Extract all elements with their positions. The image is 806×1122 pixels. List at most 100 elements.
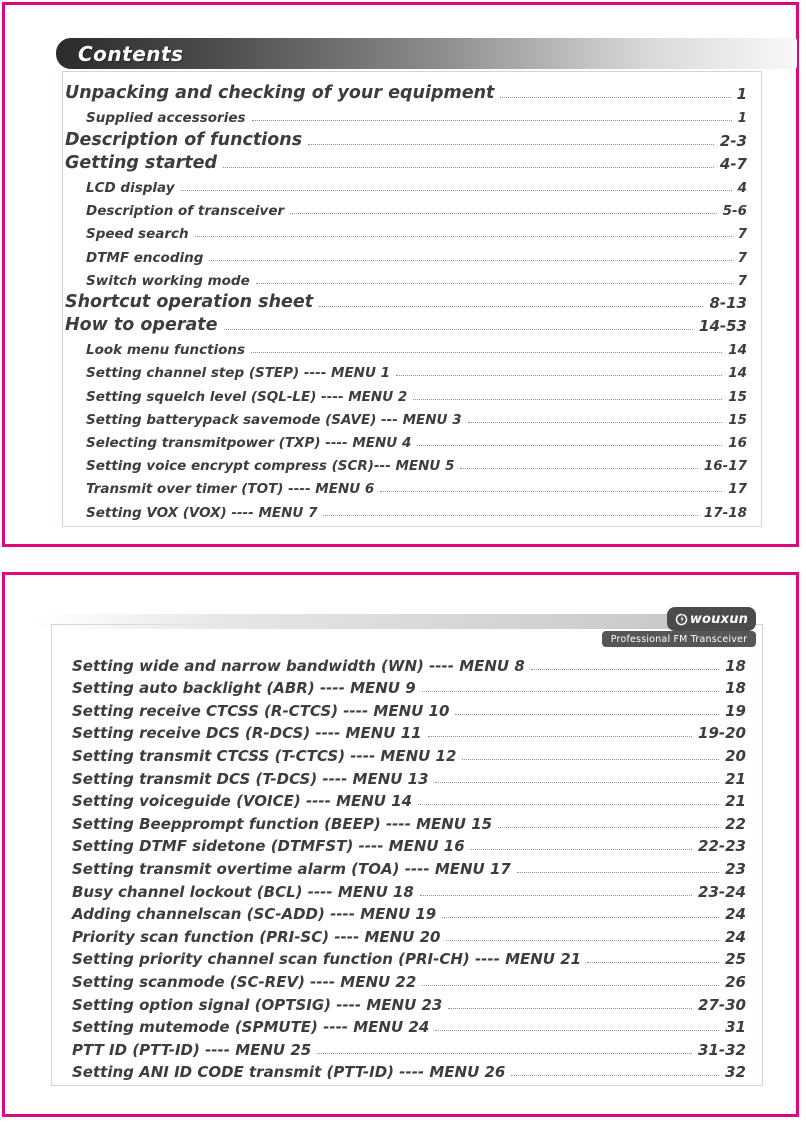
toc-entry-label: Getting started [65, 152, 218, 173]
toc-entry-page: 7 [737, 272, 747, 289]
toc-entry-label: Look menu functions [86, 342, 246, 359]
dotted-leader [180, 189, 732, 191]
toc-entry-page: 4 [737, 179, 747, 196]
toc-entry: Setting voiceguide (VOICE) ---- MENU 14 2… [72, 788, 746, 811]
dotted-leader [251, 352, 723, 354]
toc-entry: Setting wide and narrow bandwidth (WN) -… [72, 652, 746, 675]
toc-entry-label: Setting transmit DCS (T-DCS) ---- MENU 1… [72, 769, 429, 788]
toc-entry-page: 27-30 [698, 995, 746, 1014]
dotted-leader [417, 445, 723, 446]
toc-entry-label: Setting ANI ID CODE transmit (PTT-ID) --… [72, 1063, 506, 1082]
dotted-leader [467, 421, 723, 423]
toc-entry-page: 22-23 [698, 837, 746, 856]
toc-entry: Shortcut operation sheet 8-13 [65, 289, 747, 312]
toc-entry: Adding channelscan (SC-ADD) ---- MENU 19… [72, 901, 746, 924]
toc-entry-label: Setting channel step (STEP) ---- MENU 1 [86, 365, 391, 382]
dotted-leader [500, 97, 731, 99]
toc-entry-page: 23 [725, 859, 746, 878]
toc-entry-page: 5-6 [722, 203, 747, 220]
dotted-leader [419, 894, 693, 896]
toc-entry-page: 17-18 [703, 504, 747, 521]
toc-entry-label: Setting option signal (OPTSIG) ---- MENU… [72, 995, 443, 1014]
toc-entry-page: 14 [728, 365, 747, 382]
dotted-leader [516, 871, 720, 873]
toc-entry: Setting auto backlight (ABR) ---- MENU 9… [72, 675, 746, 698]
toc-entry-label: Setting voiceguide (VOICE) ---- MENU 14 [72, 792, 413, 811]
dotted-leader [460, 468, 698, 470]
toc-entry: Getting started 4-7 [65, 150, 747, 173]
toc-entry-label: Transmit over timer (TOT) ---- MENU 6 [86, 481, 375, 498]
toc-entry-page: 7 [737, 226, 747, 243]
toc-entry-label: Setting VOX (VOX) ---- MENU 7 [86, 504, 318, 521]
toc-entry-label: Setting priority channel scan function (… [72, 950, 582, 969]
toc-entry: Description of transceiver 5-6 [65, 196, 747, 219]
contents-header-bar: Contents [56, 38, 797, 69]
toc-entry: Setting transmit DCS (T-DCS) ---- MENU 1… [72, 765, 746, 788]
toc-entry-page: 18 [725, 679, 746, 698]
toc-entry: DTMF encoding 7 [65, 242, 747, 266]
toc-entry-label: Adding channelscan (SC-ADD) ---- MENU 19 [72, 905, 437, 924]
dotted-leader [462, 758, 720, 760]
toc-entry-label: PTT ID (PTT-ID) ---- MENU 25 [72, 1040, 312, 1059]
toc-entry-page: 19 [725, 701, 746, 720]
toc-entry: Setting transmit overtime alarm (TOA) --… [72, 855, 746, 878]
toc-entry-page: 24 [725, 927, 746, 946]
toc-entry-page: 21 [725, 769, 746, 788]
toc-entry-page: 15 [728, 388, 747, 405]
toc-entry: Setting transmit CTCSS (T-CTCS) ---- MEN… [72, 742, 746, 765]
toc-entry-label: Setting receive CTCSS (R-CTCS) ---- MENU… [72, 701, 450, 720]
toc-entry: Supplied accessories 1 [65, 103, 747, 126]
dotted-leader [209, 259, 732, 261]
dotted-leader [530, 668, 720, 670]
toc-entry: Setting priority channel scan function (… [72, 946, 746, 969]
toc-entry-page: 16-17 [703, 458, 747, 475]
toc-entry: Setting batterypack savemode (SAVE) --- … [65, 405, 747, 428]
toc-entry-page: 16 [728, 435, 747, 451]
dotted-leader [421, 691, 720, 693]
toc-entry-label: Setting DTMF sidetone (DTMFST) ---- MENU… [72, 837, 465, 856]
toc-entry-label: Setting mutemode (SPMUTE) ---- MENU 24 [72, 1018, 430, 1037]
dotted-leader [418, 804, 720, 806]
toc-entry: Busy channel lockout (BCL) ---- MENU 18 2… [72, 878, 746, 901]
toc-entry-page: 1 [737, 110, 747, 127]
wouxun-logo: wouxun [667, 607, 756, 631]
toc-entry-label: Speed search [86, 226, 189, 243]
toc-entry: Description of functions 2-3 [65, 126, 747, 150]
page-title: Contents [78, 41, 184, 66]
dotted-leader [442, 917, 720, 919]
dotted-leader [194, 236, 732, 238]
toc-entry-label: Setting transmit overtime alarm (TOA) --… [72, 859, 511, 878]
dotted-leader [435, 1030, 720, 1032]
toc-entry-label: Shortcut operation sheet [65, 291, 314, 312]
dotted-leader [448, 1007, 693, 1009]
toc-entry: Setting mutemode (SPMUTE) ---- MENU 24 31 [72, 1014, 746, 1037]
header-gradient-bar [35, 614, 685, 629]
toc-entry-page: 4-7 [719, 154, 747, 173]
dotted-leader [470, 849, 693, 851]
toc-frame-page2: Setting wide and narrow bandwidth (WN) -… [51, 624, 763, 1086]
brand-name: wouxun [689, 611, 749, 627]
toc-entry: Switch working mode 7 [65, 266, 747, 289]
toc-entry-label: Setting receive DCS (R-DCS) ---- MENU 11 [72, 724, 422, 743]
toc-entry: Priority scan function (PRI-SC) ---- MEN… [72, 923, 746, 946]
dotted-leader [498, 826, 720, 828]
brand-tagline-strip: Professional FM Transceiver [601, 630, 757, 648]
toc-entry: Setting option signal (OPTSIG) ---- MENU… [72, 991, 746, 1014]
toc-entry-label: LCD display [86, 179, 175, 196]
toc-list-page1: Unpacking and checking of your equipment… [65, 80, 747, 521]
toc-entry-label: Unpacking and checking of your equipment [65, 83, 495, 104]
toc-entry-page: 26 [725, 972, 746, 991]
toc-entry: Selecting transmitpower (TXP) ---- MENU … [65, 428, 747, 451]
dotted-leader [396, 375, 723, 377]
dotted-leader [422, 984, 720, 986]
toc-entry-page: 21 [725, 792, 746, 811]
toc-entry-label: Setting scanmode (SC-REV) ---- MENU 22 [72, 972, 417, 991]
manual-page-2: Setting wide and narrow bandwidth (WN) -… [2, 572, 799, 1117]
toc-entry: Setting channel step (STEP) ---- MENU 1 1… [65, 358, 747, 381]
dotted-leader [323, 514, 698, 516]
toc-entry-page: 24 [725, 905, 746, 924]
toc-entry-page: 32 [725, 1063, 746, 1082]
toc-entry: Setting voice encrypt compress (SCR)--- … [65, 451, 747, 474]
dotted-leader [434, 781, 720, 783]
toc-entry-page: 23-24 [698, 882, 746, 901]
